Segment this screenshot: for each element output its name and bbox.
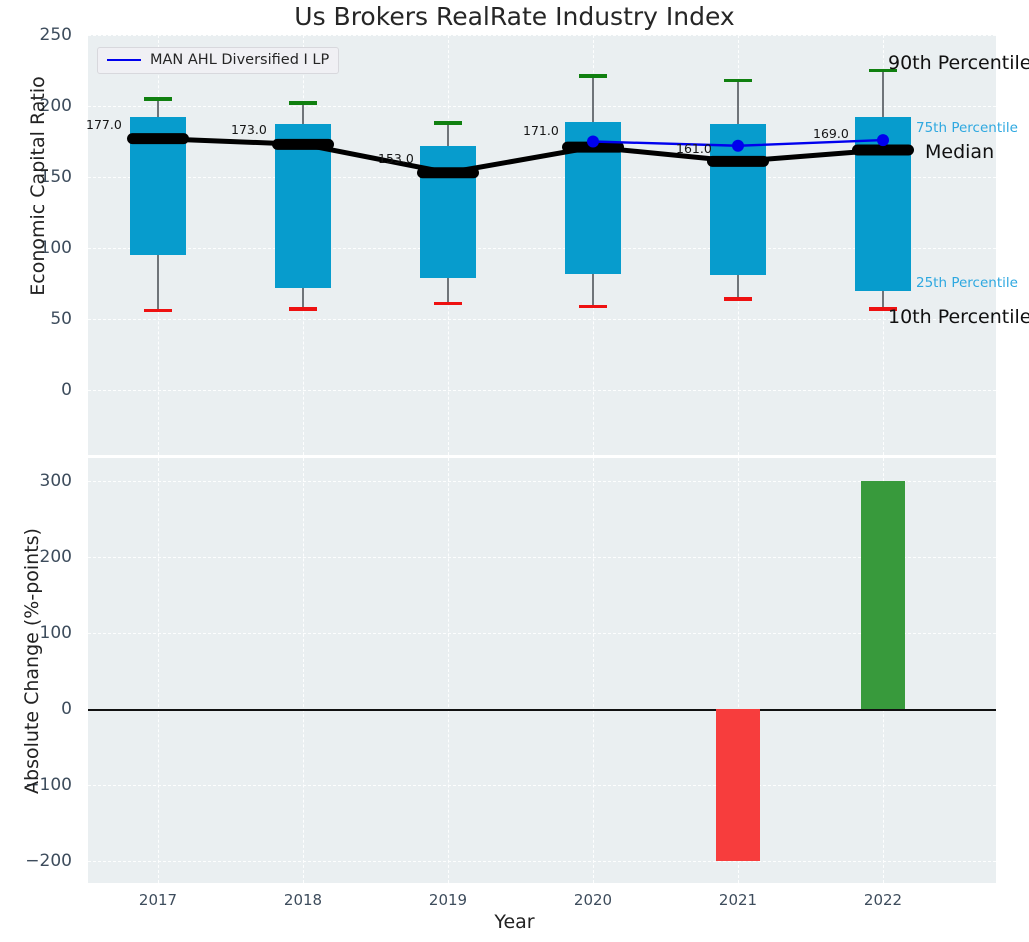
gridline-top-150: [88, 177, 996, 178]
median-value-label-2022: 169.0: [813, 126, 849, 142]
annotation-median: Median: [925, 141, 995, 163]
gridline-bot-m100: [88, 785, 996, 786]
legend-label-man-ahl: MAN AHL Diversified I LP: [150, 52, 330, 68]
y-tick-top-150: 150: [39, 167, 72, 187]
cap-10th-2019: [434, 301, 462, 306]
x-tick-2017: 2017: [138, 891, 178, 909]
cap-90th-2020: [579, 74, 607, 78]
top-chart-panel: 177.0 173.0 153.0 171.0 161.0 169.0: [86, 35, 996, 455]
box-2017: [130, 117, 186, 256]
median-value-label-2019: 153.0: [378, 150, 414, 166]
y-tick-bottom-0: 0: [61, 699, 72, 719]
bottom-chart-panel: [88, 458, 996, 883]
cap-90th-2017: [144, 97, 172, 101]
cap-10th-2020: [579, 304, 607, 308]
median-connector-line: [157, 136, 884, 176]
gridline-bot-m200: [88, 861, 996, 862]
x-tick-2022: 2022: [863, 891, 903, 909]
cap-90th-2018: [289, 101, 317, 105]
y-tick-bottom-300: 300: [39, 471, 72, 491]
gridline-top-100: [88, 248, 996, 249]
annotation-75th-percentile: 75th Percentile: [916, 120, 1018, 136]
cap-90th-2019: [434, 121, 462, 125]
y-tick-bottom-neg200: −200: [25, 851, 72, 871]
annotation-10th-percentile: 10th Percentile: [888, 306, 1029, 328]
cap-10th-2022: [869, 307, 897, 311]
box-2022: [855, 117, 911, 291]
median-value-label-2020: 171.0: [523, 123, 559, 139]
y-tick-top-0: 0: [61, 380, 72, 400]
gridline-bot-300: [88, 481, 996, 482]
box-2021: [710, 124, 766, 275]
gridline-bot-100: [88, 633, 996, 634]
cap-90th-2021: [724, 78, 752, 83]
cap-10th-2021: [724, 297, 752, 301]
legend-line-swatch: [107, 59, 141, 61]
top-y-axis-label: Economic Capital Ratio: [27, 76, 49, 296]
y-tick-top-200: 200: [39, 96, 72, 116]
annotation-90th-percentile: 90th Percentile: [888, 52, 1029, 74]
chart-title: Us Brokers RealRate Industry Index: [294, 2, 735, 31]
x-tick-2019: 2019: [428, 891, 468, 909]
median-value-label-2017: 177.0: [86, 116, 122, 132]
x-tick-2021: 2021: [718, 891, 758, 909]
bottom-y-axis-label: Absolute Change (%-points): [21, 528, 43, 794]
box-2020: [565, 121, 621, 274]
vgridline-bot-2017: [158, 458, 159, 883]
zero-baseline: [88, 709, 996, 711]
gridline-bot-200: [88, 557, 996, 558]
gridline-top-200: [88, 106, 996, 107]
x-tick-2018: 2018: [283, 891, 323, 909]
y-tick-bottom-neg100: −100: [25, 775, 72, 795]
cap-10th-2018: [289, 307, 317, 311]
y-tick-top-250: 250: [39, 25, 72, 45]
change-bar-2021: [716, 709, 760, 861]
median-value-label-2021: 161.0: [676, 141, 712, 157]
vgridline-bot-2019: [448, 458, 449, 883]
x-axis-label: Year: [494, 911, 535, 933]
vgridline-bot-2020: [593, 458, 594, 883]
box-2018: [275, 124, 331, 288]
y-tick-top-100: 100: [39, 238, 72, 258]
y-tick-bottom-100: 100: [39, 623, 72, 643]
cap-90th-2022: [869, 68, 897, 73]
cap-10th-2017: [144, 308, 172, 313]
annotation-25th-percentile: 25th Percentile: [916, 275, 1018, 291]
change-bar-2022: [861, 481, 905, 709]
gridline-top-50: [88, 319, 996, 320]
vgridline-bot-2018: [303, 458, 304, 883]
median-value-label-2018: 173.0: [231, 122, 267, 138]
y-tick-bottom-200: 200: [39, 547, 72, 567]
box-2019: [420, 145, 476, 278]
gridline-top-0: [88, 390, 996, 391]
gridline-top-250: [88, 35, 996, 36]
x-tick-2020: 2020: [573, 891, 613, 909]
vgridline-bot-2021: [738, 458, 739, 883]
y-tick-top-50: 50: [50, 309, 72, 329]
chart-legend[interactable]: MAN AHL Diversified I LP: [97, 47, 340, 74]
